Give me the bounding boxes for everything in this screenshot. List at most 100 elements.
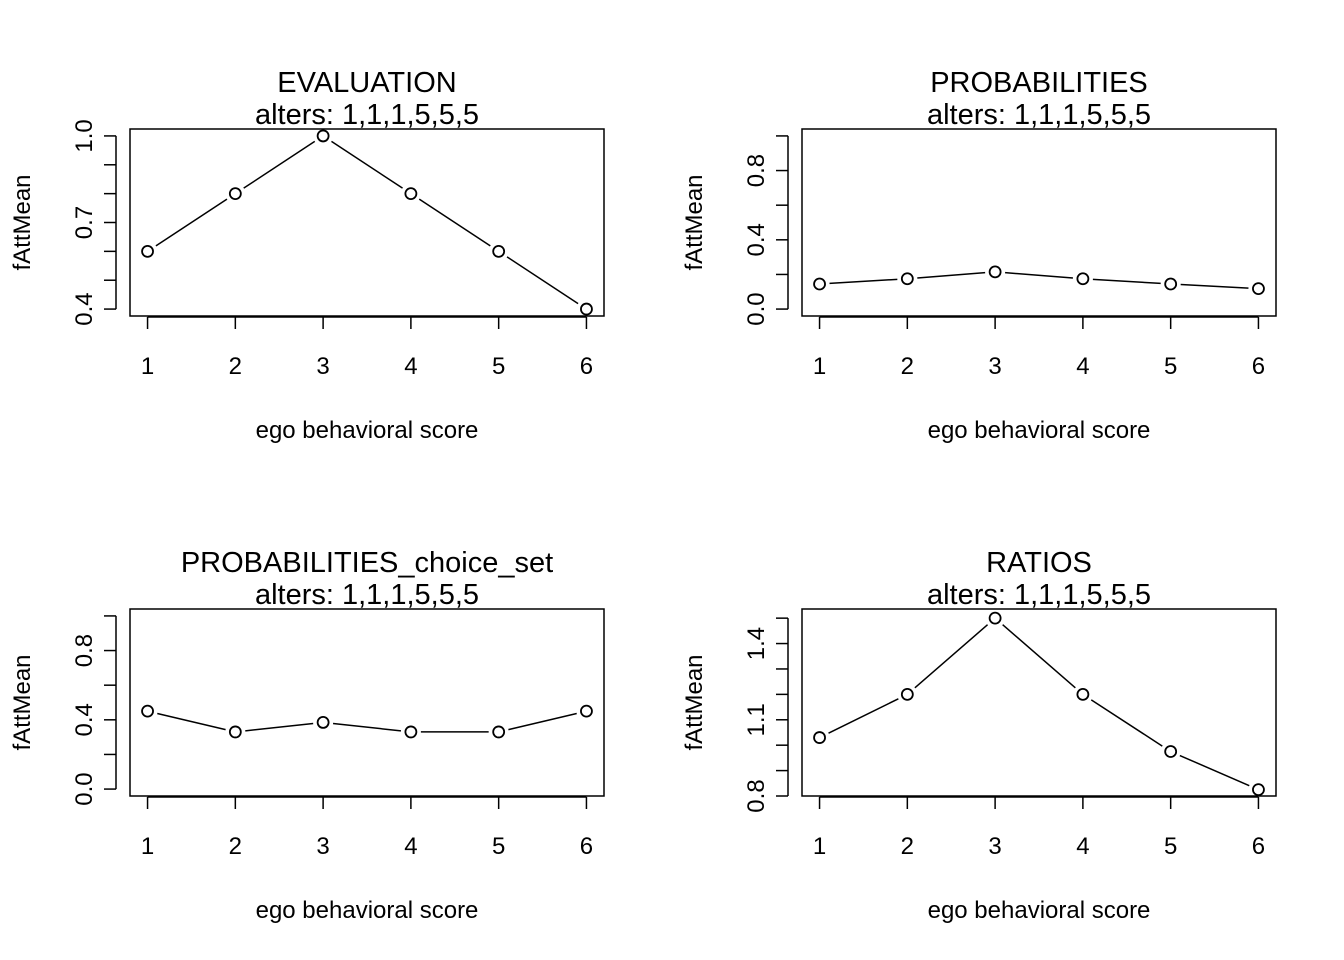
x-tick-label: 1 (141, 833, 154, 860)
series-segment (829, 278, 898, 285)
data-point (988, 611, 1002, 625)
data-point (813, 277, 826, 291)
series-segment (508, 712, 577, 731)
x-tick-label: 4 (1076, 353, 1089, 380)
chart-subtitle: alters: 1,1,1,5,5,5 (255, 579, 479, 611)
x-tick-label: 5 (492, 833, 505, 860)
x-tick-label: 3 (316, 833, 329, 860)
x-axis-label: ego behavioral score (928, 897, 1151, 924)
x-tick-label: 4 (404, 833, 417, 860)
series-segment (1005, 271, 1073, 279)
x-tick-label: 1 (813, 353, 826, 380)
chart-title: PROBABILITIES (930, 67, 1148, 99)
x-tick-label: 3 (316, 353, 329, 380)
x-tick-label: 6 (580, 353, 593, 380)
x-tick-label: 5 (492, 353, 505, 380)
data-point (1076, 687, 1090, 701)
x-tick-label: 2 (229, 833, 242, 860)
data-point (404, 187, 418, 201)
y-tick-label: 0.8 (743, 154, 770, 187)
data-point (141, 244, 154, 258)
x-tick-label: 3 (988, 353, 1001, 380)
x-tick-label: 2 (229, 353, 242, 380)
x-tick-label: 5 (1164, 353, 1177, 380)
data-point (404, 725, 418, 739)
data-point (900, 272, 914, 286)
data-point (141, 704, 154, 718)
data-point (580, 704, 593, 718)
data-point (1252, 282, 1265, 296)
series-segment (332, 722, 402, 732)
series-segment (331, 140, 403, 189)
data-point (316, 129, 330, 143)
data-point (228, 187, 242, 201)
y-axis-label: fAttMean (681, 654, 708, 750)
data-point (228, 725, 242, 739)
y-tick-label: 0.0 (743, 292, 770, 325)
y-tick-label: 0.4 (71, 292, 98, 325)
y-tick-label: 0.4 (71, 703, 98, 736)
x-tick-label: 4 (1076, 833, 1089, 860)
y-tick-label: 0.4 (743, 223, 770, 256)
x-tick-label: 2 (901, 833, 914, 860)
y-tick-label: 1.0 (71, 119, 98, 152)
x-tick-label: 6 (1252, 833, 1265, 860)
y-tick-label: 0.8 (743, 779, 770, 812)
series-segment (245, 722, 314, 732)
chart-title: EVALUATION (277, 67, 456, 99)
y-tick-label: 0.7 (71, 206, 98, 239)
x-tick-label: 5 (1164, 833, 1177, 860)
y-tick-label: 1.4 (743, 627, 770, 660)
y-tick-label: 0.8 (71, 634, 98, 667)
series-segment (1179, 754, 1250, 787)
data-point (900, 687, 914, 701)
series-segment (506, 256, 579, 305)
data-point (813, 731, 826, 744)
data-point (1164, 277, 1178, 291)
series-segment (418, 198, 491, 247)
x-axis-label: ego behavioral score (256, 417, 479, 444)
y-tick-label: 0.0 (71, 772, 98, 805)
x-tick-label: 3 (988, 833, 1001, 860)
data-point (580, 302, 593, 316)
x-tick-label: 6 (1252, 353, 1265, 380)
x-axis-label: ego behavioral score (256, 897, 479, 924)
series-segment (914, 624, 989, 689)
x-tick-label: 1 (813, 833, 826, 860)
plot-frame (129, 128, 605, 317)
chart-title: PROBABILITIES_choice_set (181, 547, 553, 579)
series-segment (828, 698, 899, 734)
y-axis-label: fAttMean (9, 174, 36, 270)
chart-subtitle: alters: 1,1,1,5,5,5 (927, 99, 1151, 131)
chart-subtitle: alters: 1,1,1,5,5,5 (255, 99, 479, 131)
y-tick-label: 1.1 (743, 703, 770, 736)
series-segment (1180, 283, 1249, 289)
series-segment (1092, 278, 1161, 285)
x-tick-label: 6 (580, 833, 593, 860)
plot-frame (129, 608, 605, 797)
chart-subtitle: alters: 1,1,1,5,5,5 (927, 579, 1151, 611)
data-point (988, 265, 1002, 279)
plot-frame (801, 128, 1277, 317)
y-axis-label: fAttMean (681, 174, 708, 270)
x-tick-label: 1 (141, 353, 154, 380)
x-tick-label: 2 (901, 353, 914, 380)
series-segment (155, 198, 228, 247)
data-point (1252, 783, 1265, 797)
series-segment (1090, 699, 1163, 747)
series-segment (1002, 624, 1076, 689)
series-segment (157, 712, 226, 731)
plot-frame (801, 608, 1277, 797)
x-axis-label: ego behavioral score (928, 417, 1151, 444)
series-segment (243, 140, 316, 189)
data-point (1164, 745, 1178, 758)
chart-title: RATIOS (986, 547, 1092, 579)
series-segment (917, 271, 986, 279)
data-point (316, 716, 330, 729)
data-point (492, 244, 506, 258)
